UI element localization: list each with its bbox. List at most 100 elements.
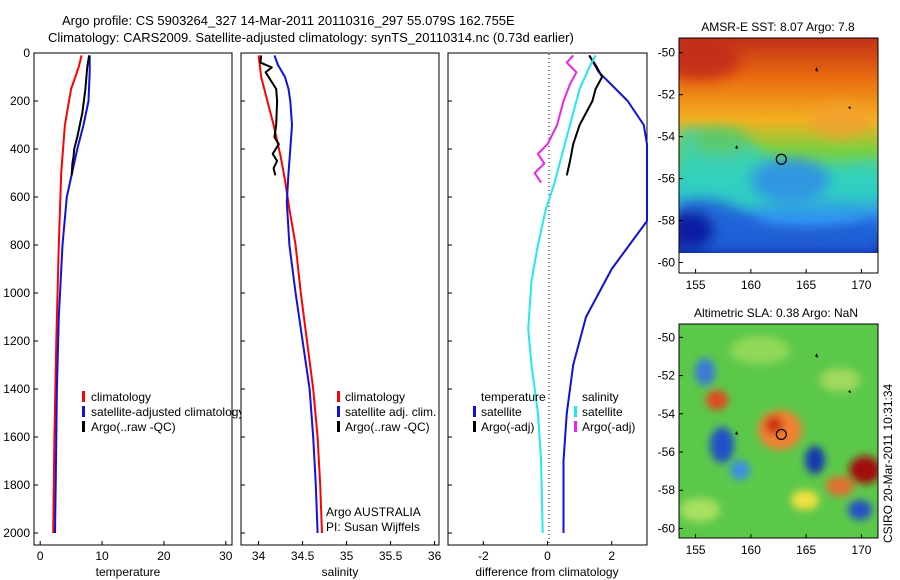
temperature-axes — [33, 52, 233, 546]
map-y-tick-label: -58 — [658, 483, 676, 497]
legend-swatch-temp-argo — [473, 421, 476, 432]
map-y-tick-label: -56 — [658, 445, 676, 459]
map-x-tick-label: 170 — [851, 278, 871, 292]
x-tick-label: 35 — [340, 549, 354, 563]
map-y-tick-label: -50 — [658, 46, 676, 60]
legend-swatch-sal-satellite — [574, 406, 577, 417]
legend-swatch-climatology — [82, 391, 85, 402]
map-y-tick-label: -60 — [658, 256, 676, 270]
series-line-black — [259, 55, 280, 176]
x-tick-label: -2 — [478, 549, 489, 563]
legend-label: satellite adj. clim. — [345, 405, 436, 419]
salinity-xlabel: salinity — [322, 565, 359, 579]
series-line-red — [52, 55, 83, 534]
salinity-ticks: 34 34.5 35 35.5 36 — [241, 52, 442, 563]
map-x-tick-label: 155 — [686, 543, 706, 557]
temperature-legend: climatology satellite-adjusted climatolo… — [82, 390, 244, 434]
map-x-tick-label: 165 — [796, 543, 816, 557]
temperature-series — [52, 55, 91, 534]
x-tick-label: 35.5 — [379, 549, 403, 563]
sla-argo-marker — [775, 428, 787, 441]
header-line2: Climatology: CARS2009. Satellite-adjuste… — [48, 30, 574, 45]
map-x-tick-label: 160 — [741, 543, 761, 557]
map-y-tick-label: -54 — [658, 130, 676, 144]
x-tick-label: 34 — [252, 549, 266, 563]
map-y-tick-label: -56 — [658, 172, 676, 186]
y-tick-label: 200 — [10, 94, 30, 108]
difference-legend: temperature salinity satellite Argo(-adj… — [473, 390, 635, 434]
series-line-black — [70, 55, 91, 176]
sst-map-image — [679, 38, 878, 253]
legend-label: Argo(..raw -QC) — [91, 420, 176, 434]
x-tick-label: 0 — [544, 549, 551, 563]
y-tick-label: 1800 — [3, 478, 30, 492]
credit-text: CSIRO 20-Mar-2011 10:31:34 — [881, 383, 895, 543]
island-mark — [735, 431, 738, 435]
legend-label: Argo(..raw -QC) — [345, 420, 430, 434]
y-tick-label: 800 — [10, 238, 30, 252]
series-line-blue — [54, 55, 91, 534]
sst-map-title: AMSR-E SST: 8.07 Argo: 7.8 — [701, 20, 855, 34]
header-line1: Argo profile: CS 5903264_327 14-Mar-2011… — [62, 13, 515, 28]
difference-axes — [447, 52, 648, 546]
map-y-tick-label: -50 — [658, 330, 676, 344]
y-tick-label: 600 — [10, 190, 30, 204]
legend-label: satellite — [481, 405, 522, 419]
sst-map-ticks: 155 160 165 170 -50 -52 -54 -56 -58 -60 — [658, 46, 872, 292]
sla-map-image — [679, 324, 878, 538]
y-tick-label: 1000 — [3, 286, 30, 300]
sst-map-blank — [679, 253, 878, 273]
map-y-tick-label: -52 — [658, 88, 676, 102]
difference-ticks: -2 0 2 — [448, 52, 615, 563]
series-line-magenta — [533, 54, 578, 184]
x-tick-label: 30 — [219, 549, 233, 563]
map-x-tick-label: 165 — [796, 278, 816, 292]
salinity-annotation-1: Argo AUSTRALIA — [326, 505, 421, 519]
sst-argo-marker — [775, 153, 787, 165]
series-line-red — [257, 55, 323, 534]
legend-label: satellite-adjusted climatology — [91, 405, 244, 419]
map-y-tick-label: -58 — [658, 214, 676, 228]
sla-map-frame — [678, 323, 879, 539]
sla-map-ticks: 155 160 165 170 -50 -52 -54 -56 -58 -60 — [658, 330, 872, 557]
x-tick-label: 36 — [428, 549, 442, 563]
x-tick-label: 10 — [95, 549, 109, 563]
legend-swatch-climatology — [337, 391, 340, 402]
salinity-legend: climatology satellite adj. clim. Argo(..… — [337, 390, 436, 434]
map-y-tick-label: -54 — [658, 407, 676, 421]
temperature-panel: 0 10 20 30 0 200 400 600 800 1000 1200 1400 1600 1800… — [3, 46, 244, 579]
x-tick-label: 20 — [157, 549, 171, 563]
island-mark — [848, 106, 851, 109]
legend-swatch-satellite — [337, 406, 340, 417]
x-tick-label: 0 — [37, 549, 44, 563]
sla-map-panel: Altimetric SLA: 0.38 Argo: NaN 155 — [658, 306, 879, 557]
y-tick-label: 1600 — [3, 430, 30, 444]
series-line-blue — [562, 54, 648, 533]
series-line-cyan — [527, 54, 597, 534]
x-tick-label: 34.5 — [291, 549, 315, 563]
salinity-axes — [240, 52, 440, 546]
y-tick-label: 1200 — [3, 334, 30, 348]
difference-series — [527, 54, 648, 534]
legend-label: Argo(-adj) — [481, 420, 534, 434]
legend-label: climatology — [345, 390, 405, 404]
map-y-tick-label: -52 — [658, 369, 676, 383]
island-mark — [848, 390, 851, 393]
y-tick-label: 1400 — [3, 382, 30, 396]
y-tick-label: 2000 — [3, 526, 30, 540]
difference-panel: -2 0 2 difference from climatology tempera… — [447, 52, 648, 579]
island-mark — [815, 67, 818, 72]
legend-label: Argo(-adj) — [582, 420, 635, 434]
y-tick-label: 400 — [10, 142, 30, 156]
island-mark — [735, 145, 738, 149]
y-tick-label: 0 — [23, 46, 30, 60]
temperature-ticks: 0 10 20 30 0 200 400 600 800 1000 1200 1400 1600 1800… — [3, 46, 233, 563]
legend-swatch-satellite — [82, 406, 85, 417]
map-x-tick-label: 160 — [741, 278, 761, 292]
legend-label: climatology — [91, 390, 151, 404]
legend-swatch-temp-satellite — [473, 406, 476, 417]
island-mark — [815, 353, 818, 358]
salinity-panel: 34 34.5 35 35.5 36 salinity climatology sate… — [240, 52, 442, 579]
series-line-black — [565, 54, 604, 176]
